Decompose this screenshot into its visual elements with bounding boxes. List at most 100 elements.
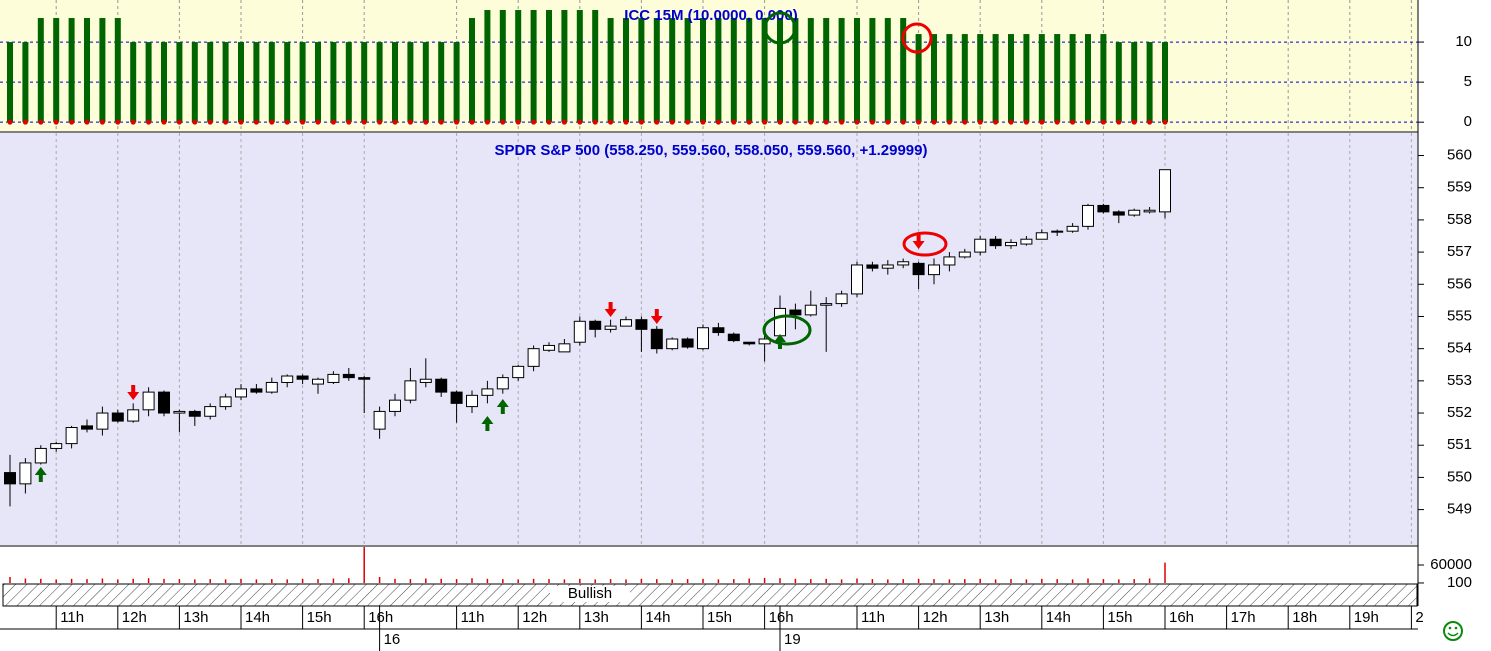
bar bbox=[191, 42, 198, 123]
base-dot bbox=[161, 119, 167, 125]
bar bbox=[1041, 578, 1043, 583]
candle-body bbox=[389, 399, 401, 412]
day-label: 16 bbox=[384, 631, 401, 648]
bar bbox=[363, 547, 365, 583]
base-dot bbox=[561, 119, 567, 125]
bar bbox=[224, 579, 227, 583]
y-tick-label: 556 bbox=[1447, 275, 1472, 292]
bar bbox=[548, 579, 550, 583]
y-tick-label: 560 bbox=[1447, 147, 1472, 164]
candle-body bbox=[681, 338, 694, 348]
smiley[interactable] bbox=[1443, 621, 1463, 641]
highlight-circle bbox=[763, 11, 797, 45]
x-tick-label: 11h bbox=[861, 609, 885, 626]
bar bbox=[132, 578, 134, 583]
base-dot bbox=[377, 119, 383, 125]
base-dot bbox=[808, 119, 814, 125]
base-dot bbox=[777, 119, 783, 125]
y-tick-label: 553 bbox=[1447, 372, 1472, 389]
y-tick-label: 551 bbox=[1447, 436, 1472, 453]
base-dot bbox=[885, 119, 891, 125]
bar bbox=[977, 34, 984, 123]
bar bbox=[964, 579, 966, 583]
bar bbox=[607, 18, 614, 123]
candle-body bbox=[358, 377, 371, 380]
x-tick-label: 15h bbox=[707, 609, 732, 626]
candle-body bbox=[466, 394, 478, 408]
base-dot bbox=[746, 119, 752, 125]
base-dot bbox=[1023, 119, 1029, 125]
candle-body bbox=[235, 388, 247, 398]
bar bbox=[761, 18, 768, 123]
bar bbox=[486, 578, 489, 583]
bar bbox=[55, 579, 57, 583]
bar bbox=[546, 10, 552, 123]
candle-body bbox=[435, 378, 448, 393]
bar bbox=[99, 18, 106, 123]
bar bbox=[455, 579, 458, 583]
base-dot bbox=[531, 119, 537, 125]
bar bbox=[746, 18, 753, 123]
candle-body bbox=[558, 343, 571, 353]
bar bbox=[715, 18, 722, 123]
bar bbox=[856, 578, 858, 583]
trend-label: Bullish bbox=[568, 585, 612, 602]
bar bbox=[730, 18, 737, 123]
bar bbox=[161, 42, 167, 123]
base-dot bbox=[638, 119, 644, 125]
candle-body bbox=[635, 319, 648, 330]
bar bbox=[1071, 579, 1074, 583]
base-dot bbox=[823, 119, 829, 125]
bar bbox=[854, 18, 860, 123]
bar bbox=[871, 579, 874, 583]
base-dot bbox=[1131, 119, 1137, 125]
base-dot bbox=[854, 119, 860, 125]
bar bbox=[532, 578, 535, 583]
base-dot bbox=[1085, 119, 1091, 125]
candle-body bbox=[111, 412, 124, 422]
base-dot bbox=[1039, 119, 1045, 125]
bar bbox=[209, 579, 211, 583]
base-dot bbox=[546, 119, 552, 125]
y-tick-label: 559 bbox=[1447, 179, 1472, 196]
candle-body bbox=[743, 341, 756, 345]
bar bbox=[1010, 579, 1012, 583]
candle-body bbox=[1035, 232, 1048, 240]
bar bbox=[84, 18, 90, 123]
candle-body bbox=[1112, 211, 1125, 216]
candle-body bbox=[774, 307, 786, 337]
candle-body bbox=[543, 344, 555, 351]
x-tick-label: 13h bbox=[984, 609, 1009, 626]
chart-title: SPDR S&P 500 (558.250, 559.560, 558.050,… bbox=[495, 142, 928, 159]
base-dot bbox=[115, 119, 121, 125]
bar bbox=[299, 42, 306, 123]
y-tick-label: 549 bbox=[1447, 501, 1472, 518]
bar bbox=[394, 578, 396, 583]
bar bbox=[240, 578, 242, 583]
candle-body bbox=[1097, 204, 1110, 213]
base-dot bbox=[977, 119, 983, 125]
base-dot bbox=[484, 119, 490, 125]
bar bbox=[301, 578, 304, 583]
bar bbox=[438, 42, 445, 123]
bar bbox=[1056, 579, 1058, 583]
bar bbox=[469, 18, 475, 123]
bar bbox=[317, 579, 319, 583]
base-dot bbox=[931, 119, 937, 125]
base-dot bbox=[223, 119, 229, 125]
candle-body bbox=[158, 391, 170, 414]
bar bbox=[361, 42, 368, 123]
day-label: 19 bbox=[784, 631, 801, 648]
base-dot bbox=[916, 119, 922, 125]
bar bbox=[238, 42, 244, 123]
bar bbox=[733, 579, 735, 583]
bar bbox=[576, 10, 583, 123]
bar bbox=[563, 579, 566, 583]
x-tick-label: 17h bbox=[1231, 609, 1256, 626]
bar bbox=[686, 579, 689, 583]
bar bbox=[376, 42, 383, 123]
base-dot bbox=[839, 119, 845, 125]
bar bbox=[1131, 42, 1138, 123]
y-tick-label: 550 bbox=[1447, 468, 1472, 485]
